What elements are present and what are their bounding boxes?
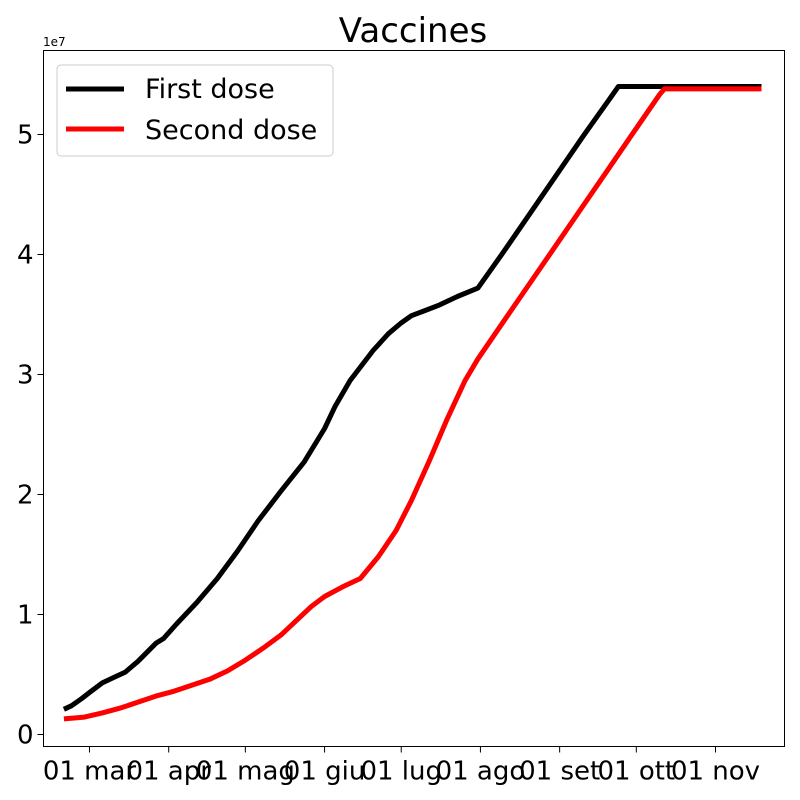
x-tick-label: 01 apr: [126, 757, 211, 787]
y-tick-label: 2: [17, 481, 34, 511]
chart-title: Vaccines: [339, 11, 487, 51]
legend-label-first-dose: First dose: [145, 74, 275, 105]
y-tick-label: 0: [17, 721, 34, 751]
series-layer: [62, 84, 762, 722]
x-tick-label: 01 mar: [43, 757, 137, 787]
plot-frame: [43, 50, 785, 747]
y-tick-label: 5: [17, 121, 34, 151]
x-tick-label: 01 giu: [284, 757, 366, 787]
y-tick-label: 3: [17, 361, 34, 391]
x-tick-label: 01 lug: [360, 757, 442, 787]
legend-label-second-dose: Second dose: [145, 115, 317, 146]
x-tick-label: 01 nov: [671, 757, 760, 787]
y-offset-label: 1e7: [43, 35, 66, 49]
legend: First dose Second dose: [56, 64, 334, 157]
x-tick-label: 01 mag: [196, 757, 295, 787]
x-tick-label: 01 set: [519, 757, 600, 787]
x-tick-label: 01 ago: [436, 757, 526, 787]
series-line-second-dose: [63, 86, 762, 722]
series-line-first-dose: [62, 84, 762, 712]
y-tick-label: 4: [17, 241, 34, 271]
y-axis: 0 1 2 3 4 5: [17, 121, 44, 751]
legend-box: [56, 64, 334, 157]
x-tick-label: 01 ott: [597, 757, 675, 787]
y-tick-label: 1: [17, 601, 34, 631]
